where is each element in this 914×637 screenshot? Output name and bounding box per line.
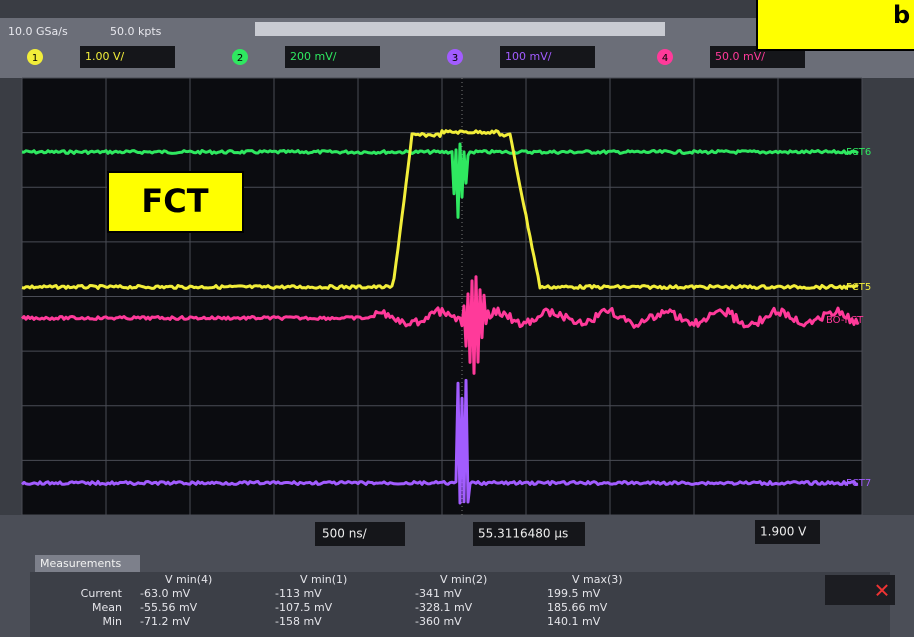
- trace-label: BO-FCT: [826, 315, 864, 326]
- trace-bo-fct: [20, 275, 860, 375]
- measurement-value: -341 mV: [415, 587, 462, 600]
- trace-label: FCT7: [846, 478, 871, 489]
- overlay-label: b: [893, 1, 910, 29]
- trigger-box: [755, 520, 820, 544]
- delay-box: [473, 522, 585, 546]
- channel-scale-box: [285, 46, 380, 68]
- channel-number: 3: [452, 53, 458, 64]
- channel-scale: 50.0 mV/: [715, 50, 765, 63]
- delay: 55.3116480 µs: [478, 527, 568, 541]
- channel-scale: 1.00 V/: [85, 50, 125, 63]
- measurement-value: 140.1 mV: [547, 615, 601, 628]
- overlay-label-box: [756, 0, 914, 51]
- channel-bar: 1 1.00 V/2 200 mV/3 100 mV/4 50.0 mV/: [27, 46, 805, 68]
- trace-fct7: [20, 378, 859, 505]
- measurement-row-label: Mean: [92, 601, 122, 614]
- channel-scale: 100 mV/: [505, 50, 552, 63]
- measurement-value: -158 mV: [275, 615, 322, 628]
- trace-fct5: [21, 129, 859, 290]
- channel-number: 1: [32, 53, 38, 64]
- channel-scale-box: [710, 46, 805, 68]
- measurement-column: V min(4): [165, 573, 212, 586]
- measurements-table: V min(4) V min(1) V min(2) V max(3) Current -…: [81, 573, 623, 628]
- memory-depth: 50.0 kpts: [110, 25, 162, 38]
- measurement-value: -71.2 mV: [140, 615, 191, 628]
- trace-label: FCT5: [846, 282, 871, 293]
- fct-label: FCT: [141, 182, 208, 220]
- channel-scale: 200 mV/: [290, 50, 337, 63]
- trigger-level: 1.900 V: [760, 525, 807, 539]
- channel-number: 4: [662, 53, 668, 64]
- channel-badge: [447, 49, 463, 65]
- measurement-column: V min(2): [440, 573, 487, 586]
- measurement-column: V min(1): [300, 573, 347, 586]
- measurement-row-label: Min: [102, 615, 122, 628]
- traces: FCT6 FCT5 BO-FCT FCT7: [20, 129, 871, 505]
- close-icon[interactable]: ✕: [874, 579, 891, 603]
- sample-rate: 10.0 GSa/s: [8, 25, 68, 38]
- measurement-value: -328.1 mV: [415, 601, 473, 614]
- measurement-value: -63.0 mV: [140, 587, 191, 600]
- measurement-value: -107.5 mV: [275, 601, 333, 614]
- measurement-column: V max(3): [572, 573, 623, 586]
- trace-fct6: [21, 142, 859, 219]
- channel-scale-box: [80, 46, 175, 68]
- measurement-value: 185.66 mV: [547, 601, 608, 614]
- trace-label: FCT6: [846, 147, 871, 158]
- close-button[interactable]: [825, 575, 895, 605]
- measurements-tab: [35, 555, 140, 572]
- timebase-box: [315, 522, 405, 546]
- measurements-title: Measurements: [40, 557, 122, 570]
- measurement-value: 199.5 mV: [547, 587, 601, 600]
- channel-badge: [232, 49, 248, 65]
- channel-scale-box: [500, 46, 595, 68]
- measurement-value: -360 mV: [415, 615, 462, 628]
- fct-label-box: [107, 171, 244, 233]
- channel-badge: [27, 49, 43, 65]
- measurement-value: -55.56 mV: [140, 601, 198, 614]
- measurement-row-label: Current: [81, 587, 123, 600]
- measurement-value: -113 mV: [275, 587, 322, 600]
- channel-badge: [657, 49, 673, 65]
- overview-strip: [255, 22, 665, 36]
- measurements-panel: [30, 572, 890, 637]
- timebase: 500 ns/: [322, 527, 368, 541]
- channel-number: 2: [237, 53, 243, 64]
